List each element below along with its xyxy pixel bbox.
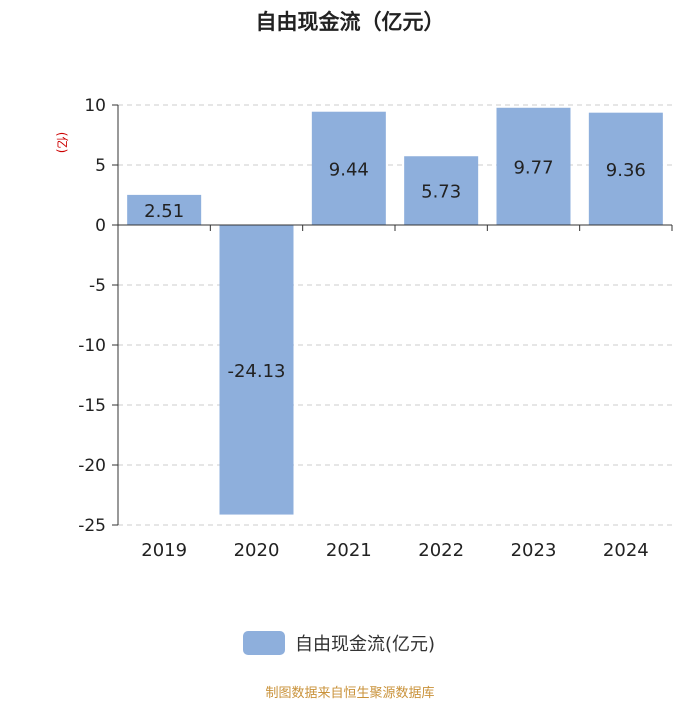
bar	[404, 156, 479, 225]
y-tick-label: -15	[78, 396, 106, 416]
legend-swatch	[243, 631, 285, 655]
source-note: 制图数据来自恒生聚源数据库	[265, 686, 435, 701]
x-tick-label: 2021	[326, 540, 372, 561]
y-tick-label: -20	[78, 456, 106, 476]
y-tick-label: -5	[89, 276, 106, 296]
x-tick-label: 2024	[603, 540, 649, 561]
x-tick-label: 2022	[418, 540, 464, 561]
x-tick-label: 2023	[511, 540, 557, 561]
chart-title: 自由现金流（亿元）	[255, 10, 445, 34]
y-tick-label: -10	[78, 336, 106, 356]
bar	[311, 111, 386, 225]
y-tick-label: 10	[84, 96, 106, 116]
bar	[127, 194, 202, 225]
y-tick-label: 0	[95, 216, 106, 236]
x-tick-label: 2020	[234, 540, 280, 561]
legend-label: 自由现金流(亿元)	[295, 634, 436, 655]
bar	[588, 112, 663, 225]
bar-value-label: 9.44	[329, 159, 369, 180]
bar-value-label: 2.51	[144, 201, 184, 222]
y-tick-label: 5	[95, 156, 106, 176]
x-tick-label: 2019	[141, 540, 187, 561]
bar-value-label: 9.77	[513, 157, 553, 178]
bar	[496, 107, 571, 225]
legend: 自由现金流(亿元)	[243, 630, 435, 656]
bar	[219, 225, 294, 515]
bar-value-label: 9.36	[606, 160, 646, 181]
bar-value-label: -24.13	[227, 361, 285, 382]
y-tick-label: -25	[78, 516, 106, 536]
bar-value-label: 5.73	[421, 182, 461, 203]
